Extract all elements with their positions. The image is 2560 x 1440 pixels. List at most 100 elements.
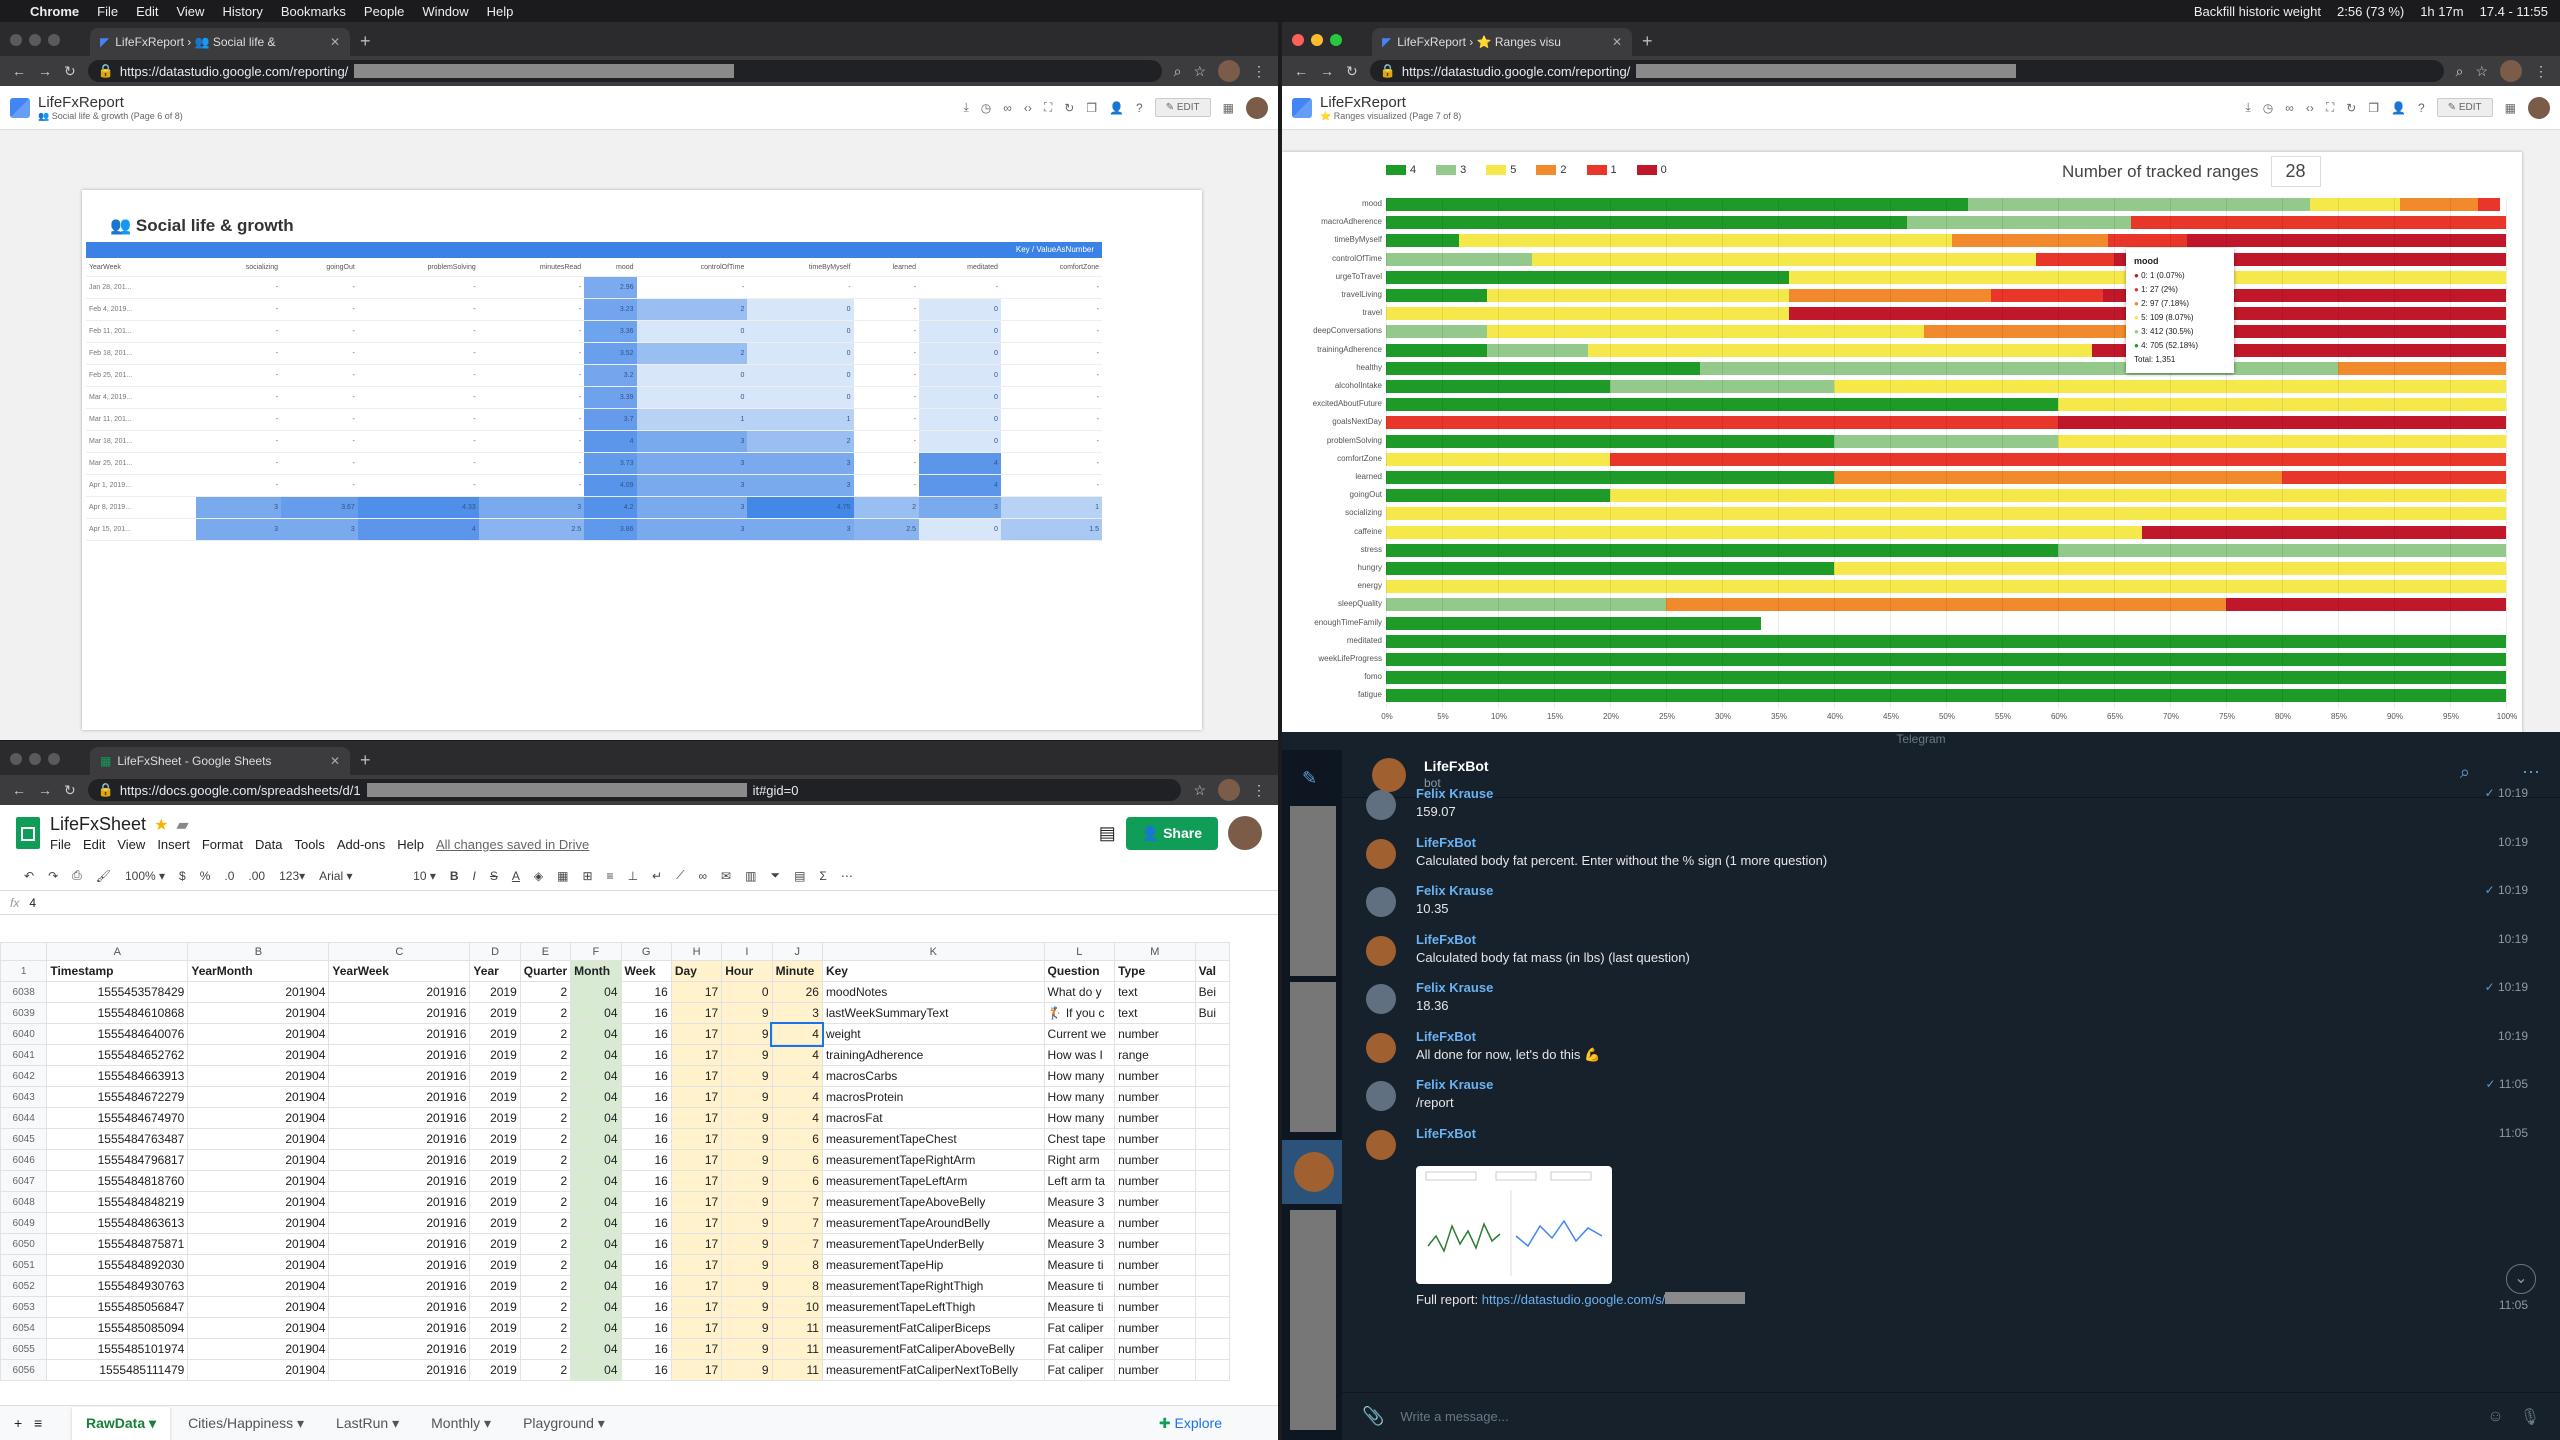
sheet-cell[interactable] — [1194, 1275, 1231, 1297]
history-icon[interactable]: ◷ — [2262, 100, 2274, 115]
sheet-cell[interactable]: 2 — [519, 1023, 572, 1045]
sheet-cell[interactable] — [1194, 1254, 1231, 1276]
sheet-cell[interactable]: 04 — [570, 1023, 622, 1045]
forward-icon[interactable]: → — [38, 63, 52, 79]
bar-segment-5[interactable] — [1486, 325, 1924, 339]
sheet-cell[interactable]: 04 — [570, 1212, 622, 1234]
sheet-cell[interactable]: 0 — [721, 981, 773, 1003]
tab-active[interactable]: ◤ LifeFxReport › 👥 Social life & ✕ — [90, 28, 350, 56]
sheet-cell[interactable]: Current we — [1043, 1023, 1116, 1045]
bar-segment-1[interactable] — [1990, 289, 2103, 302]
sheet-cell[interactable]: 2 — [519, 1275, 572, 1297]
header-cell[interactable]: Month — [570, 960, 622, 982]
page-breadcrumb[interactable]: 👥 Social life & growth (Page 6 of 8) — [38, 110, 183, 121]
apps-icon[interactable]: ▦ — [2504, 100, 2516, 115]
chevron-down-icon[interactable]: ▾ — [593, 1414, 605, 1431]
sheet-cell[interactable]: How many — [1043, 1107, 1116, 1129]
bar-segment-4[interactable] — [1386, 653, 2506, 666]
col-header-meditated[interactable]: meditated — [918, 260, 1001, 277]
reload-icon[interactable]: ↻ — [64, 62, 76, 79]
column-letter[interactable]: D — [469, 942, 521, 961]
sheet-cell[interactable]: 2 — [519, 1317, 572, 1339]
row-number[interactable]: 6044 — [0, 1107, 48, 1129]
clock[interactable]: 17.4 - 11:55 — [2479, 3, 2548, 19]
bar-segment-4[interactable] — [1386, 471, 1834, 484]
sheet-cell[interactable] — [1194, 1233, 1231, 1255]
add-sheet-icon[interactable]: + — [14, 1415, 23, 1431]
sheet-cell[interactable] — [1194, 1044, 1231, 1066]
bar-segment-3[interactable] — [1834, 434, 2058, 448]
bar-segment-5[interactable] — [1610, 489, 2506, 503]
sheet-cell[interactable]: 16 — [620, 1128, 672, 1150]
valign-icon[interactable]: ⊥ — [627, 868, 639, 883]
sheet-cell[interactable] — [1194, 1317, 1231, 1339]
sheet-cell[interactable]: 16 — [620, 1149, 672, 1171]
scroll-down-icon[interactable]: ⌄ — [2506, 1264, 2536, 1294]
profile-avatar[interactable] — [1218, 60, 1240, 82]
sheet-cell[interactable]: 4 — [771, 1044, 823, 1066]
link-icon[interactable]: ∞ — [698, 868, 708, 883]
row-number[interactable]: 6047 — [0, 1170, 48, 1192]
row-number[interactable]: 6039 — [0, 1002, 48, 1024]
sheet-cell[interactable]: 9 — [721, 1233, 773, 1255]
sheet-cell[interactable]: 1555485101974 — [46, 1338, 189, 1360]
mic-icon[interactable]: 🎙 — [2519, 1408, 2540, 1426]
col-header-minutesRead[interactable]: minutesRead — [478, 260, 585, 277]
sheet-cell[interactable]: 201916 — [328, 1212, 471, 1234]
sheet-cell[interactable]: 2 — [519, 1296, 572, 1318]
sheet-cell[interactable]: How was I — [1043, 1044, 1116, 1066]
fill-color-icon[interactable]: ◈ — [533, 868, 544, 883]
close-tab-icon[interactable]: ✕ — [329, 754, 340, 768]
sheet-cell[interactable]: 2019 — [469, 1254, 521, 1276]
sheet-cell[interactable]: 1555484930763 — [46, 1275, 189, 1297]
sheet-cell[interactable]: number — [1114, 1317, 1196, 1339]
sheet-cell[interactable]: 201904 — [187, 1128, 330, 1150]
column-letter[interactable]: J — [771, 942, 823, 961]
sheet-cell[interactable]: What do y — [1043, 981, 1116, 1003]
sheet-cell[interactable]: measurementTapeAboveBelly — [821, 1191, 1045, 1213]
report-image[interactable] — [1416, 1166, 1612, 1284]
sheet-cell[interactable]: weight — [821, 1023, 1045, 1045]
sheet-tab-rawdata[interactable]: RawData ▾ — [72, 1406, 171, 1440]
sheet-cell[interactable]: 201916 — [328, 1149, 471, 1171]
col-header-problemSolving[interactable]: problemSolving — [357, 260, 479, 277]
sheet-cell[interactable]: 17 — [670, 1086, 723, 1108]
bar-segment-1[interactable] — [1610, 452, 2506, 466]
back-icon[interactable]: ← — [12, 63, 26, 79]
more-icon[interactable]: ⋯ — [840, 868, 853, 883]
sheet-cell[interactable]: 7 — [771, 1191, 823, 1213]
sheet-cell[interactable]: 2019 — [469, 1002, 521, 1024]
sheet-cell[interactable]: 16 — [620, 1275, 672, 1297]
sheet-cell[interactable]: Right arm — [1043, 1149, 1116, 1171]
sheet-cell[interactable]: 2019 — [469, 1149, 521, 1171]
sheet-cell[interactable]: 7 — [771, 1212, 823, 1234]
borders-icon[interactable]: ▦ — [557, 868, 569, 883]
sheet-cell[interactable]: 2 — [519, 1170, 572, 1192]
bar-segment-5[interactable] — [1587, 343, 2092, 357]
bar-segment-1[interactable] — [2130, 216, 2506, 230]
sheet-cell[interactable]: 16 — [620, 1317, 672, 1339]
history-icon[interactable]: ◷ — [980, 100, 992, 115]
compose-icon[interactable]: ✎ — [1302, 768, 1318, 788]
sheet-cell[interactable]: lastWeekSummaryText — [821, 1002, 1045, 1024]
sheet-cell[interactable]: text — [1114, 981, 1196, 1003]
sheet-cell[interactable]: measurementTapeChest — [821, 1128, 1045, 1150]
sheet-cell[interactable]: moodNotes — [821, 981, 1045, 1003]
forward-icon[interactable]: → — [38, 782, 52, 798]
sheet-cell[interactable]: number — [1114, 1233, 1196, 1255]
bar-segment-5[interactable] — [1834, 562, 2506, 575]
sheet-cell[interactable] — [1194, 1212, 1231, 1234]
star-icon[interactable]: ☆ — [1193, 781, 1206, 798]
sheet-cell[interactable]: measurementTapeLeftThigh — [821, 1296, 1045, 1318]
sheet-cell[interactable]: 3 — [771, 1002, 823, 1024]
sheet-cell[interactable]: measurementFatCaliperAboveBelly — [821, 1338, 1045, 1360]
min-dot[interactable] — [29, 34, 41, 46]
menu-file[interactable]: File — [50, 837, 71, 852]
sheet-cell[interactable]: 16 — [620, 1338, 672, 1360]
row-number[interactable]: 6054 — [0, 1317, 48, 1339]
new-tab-icon[interactable]: + — [360, 750, 371, 770]
sheet-cell[interactable]: 9 — [721, 1191, 773, 1213]
sheet-cell[interactable]: 04 — [570, 1002, 622, 1024]
sheet-cell[interactable]: 1555484875871 — [46, 1233, 189, 1255]
menu-insert[interactable]: Insert — [157, 837, 190, 852]
